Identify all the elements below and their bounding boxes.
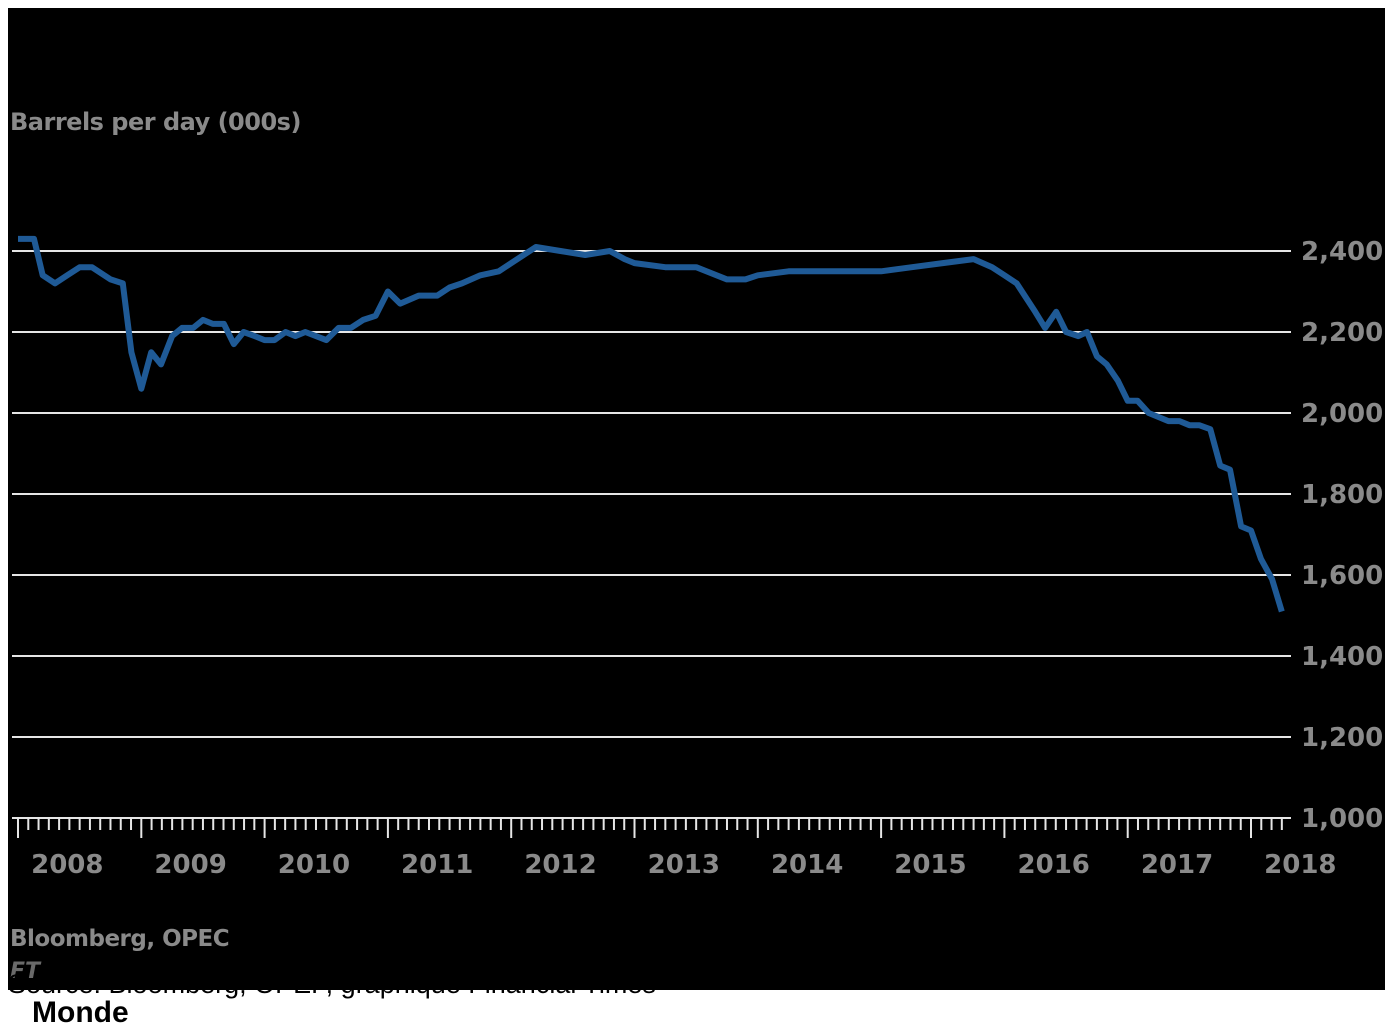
x-tick-label: 2016 — [1018, 850, 1090, 880]
y-tick-label: 2,200 — [1301, 318, 1383, 348]
x-tick-label: 2014 — [771, 850, 843, 880]
x-tick-label: 2017 — [1141, 850, 1213, 880]
y-tick-label: 2,000 — [1301, 399, 1383, 429]
y-tick-label: 1,800 — [1301, 480, 1383, 510]
x-tick-label: 2009 — [154, 850, 226, 880]
chart-panel: Barrels per day (000s) 1,000 1,200 1,400 1,… — [8, 8, 1385, 990]
figure-caption: Source: Bloomberg, OPEP, graphique Finan… — [8, 969, 656, 999]
x-tick-label: 2010 — [278, 850, 350, 880]
y-tick-label: 1,400 — [1301, 642, 1383, 672]
y-tick-label: 2,400 — [1301, 237, 1383, 267]
x-tick-label: 2012 — [524, 850, 596, 880]
x-tick-label: 2018 — [1264, 850, 1336, 880]
y-tick-label: 1,600 — [1301, 561, 1383, 591]
ft-logo: FT — [10, 959, 41, 984]
y-tick-label: 1,000 — [1301, 804, 1383, 834]
chart-svg: 1,000 1,200 1,400 1,600 1,800 2,000 2,200 2,400… — [12, 235, 1383, 880]
y-tick-label: 1,200 — [1301, 723, 1383, 753]
x-tick-label: 2011 — [401, 850, 473, 880]
x-tick-label: 2008 — [31, 850, 103, 880]
publisher-name: Monde — [32, 996, 129, 1029]
x-tick-label: 2015 — [894, 850, 966, 880]
series-line-0 — [18, 235, 1285, 613]
x-tick-label: 2013 — [648, 850, 720, 880]
y-axis-label: Barrels per day (000s) — [10, 108, 301, 136]
source-note: Bloomberg, OPEC — [10, 926, 230, 952]
